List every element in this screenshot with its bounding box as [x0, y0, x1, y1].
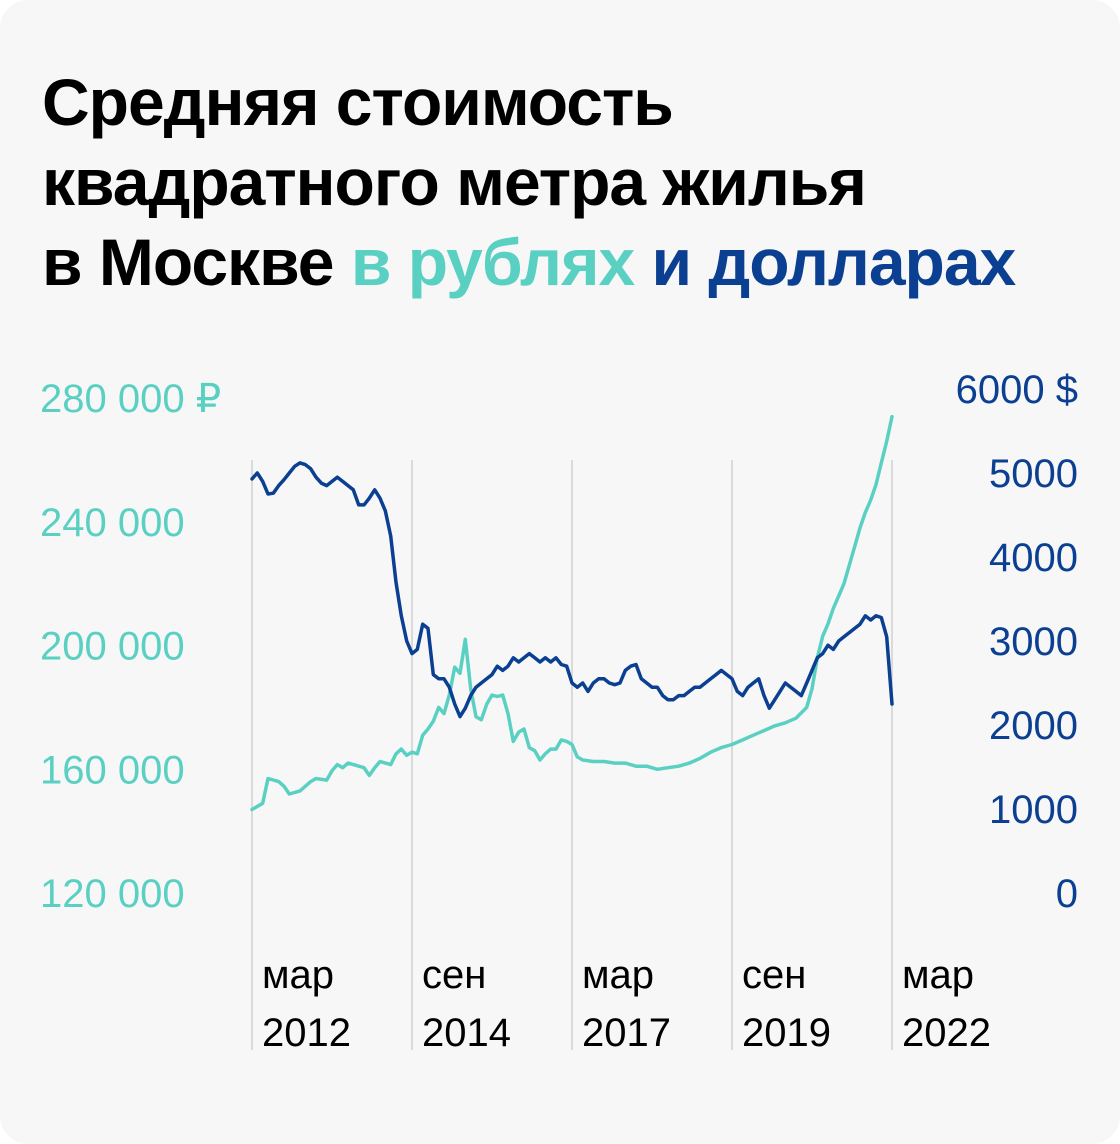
x-tick-year: 2014: [422, 1011, 511, 1055]
right-axis-tick-label: 0: [1056, 872, 1078, 916]
x-tick-month: мар: [902, 953, 974, 997]
x-tick-year: 2017: [582, 1011, 671, 1055]
x-tick-month: сен: [422, 953, 486, 997]
x-tick-year: 2012: [262, 1011, 351, 1055]
series-lines: [250, 414, 894, 812]
left-axis-ticks: 280 000 ₽ 240 000 200 000 160 000 120 000: [40, 377, 221, 916]
x-axis-ticks: мар 2012 сен 2014 мар 2017 сен 2019 мар 2022: [262, 953, 991, 1055]
x-tick-year: 2019: [742, 1011, 831, 1055]
x-tick-month: мар: [262, 953, 334, 997]
usd-price-line: [250, 461, 894, 719]
title-line-3-prefix: в Москве: [42, 225, 334, 299]
left-axis-tick-label: 200 000: [40, 625, 185, 669]
right-axis-tick-label: 4000: [989, 536, 1078, 580]
chart-title: Средняя стоимость квадратного метра жиль…: [42, 62, 1082, 302]
title-line-2: квадратного метра жилья: [42, 145, 867, 219]
right-axis-tick-label: 6000 $: [956, 368, 1078, 412]
title-rub-word: в рублях: [350, 225, 635, 299]
left-axis-tick-label: 160 000: [40, 748, 185, 792]
left-axis-tick-label: 240 000: [40, 501, 185, 545]
right-axis-tick-label: 3000: [989, 620, 1078, 664]
right-axis-tick-label: 2000: [989, 704, 1078, 748]
x-gridlines: [251, 460, 893, 1050]
left-axis-tick-label: 120 000: [40, 872, 185, 916]
right-axis-tick-label: 1000: [989, 788, 1078, 832]
right-axis-tick-label: 5000: [989, 452, 1078, 496]
title-line-1: Средняя стоимость: [42, 65, 674, 139]
x-tick-month: мар: [582, 953, 654, 997]
right-axis-ticks: 6000 $ 5000 4000 3000 2000 1000 0: [956, 368, 1078, 916]
x-tick-year: 2022: [902, 1011, 991, 1055]
x-tick-month: сен: [742, 953, 806, 997]
title-usd-word: и долларах: [651, 225, 1017, 299]
left-axis-tick-label: 280 000 ₽: [40, 377, 221, 421]
rub-price-line: [250, 414, 894, 812]
